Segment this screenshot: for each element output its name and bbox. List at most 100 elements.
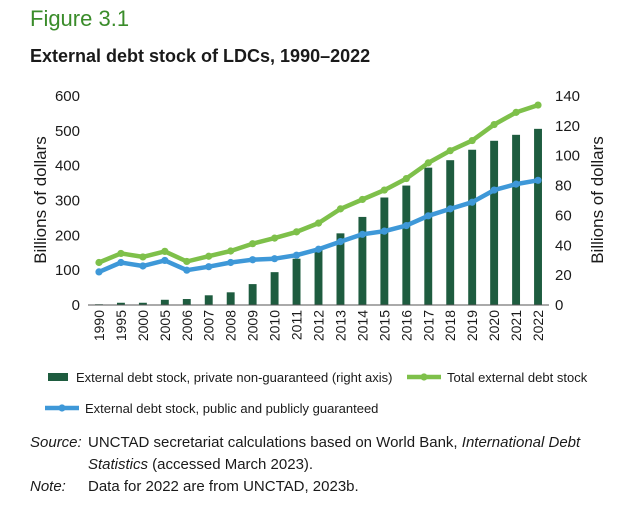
x-tick-label: 2021 [508, 310, 524, 341]
point-public-2012 [314, 245, 323, 253]
x-tick-label: 2013 [332, 310, 348, 341]
left-tick-label: 400 [55, 158, 80, 175]
bar-private-2013 [336, 233, 345, 305]
bar-private-2012 [314, 249, 323, 305]
point-total-2013 [336, 205, 345, 213]
right-tick-label: 0 [555, 297, 563, 314]
point-total-2000 [139, 253, 147, 261]
bar-private-2020 [490, 140, 499, 305]
figure-label: Figure 3.1 [30, 6, 130, 31]
bar-private-2008 [226, 292, 235, 305]
x-tick-label: 2016 [398, 310, 414, 341]
x-tick-label: 2006 [179, 310, 195, 341]
right-tick-label: 140 [555, 88, 580, 105]
bar-private-2010 [270, 272, 279, 305]
point-public-2010 [270, 255, 279, 263]
point-public-2005 [161, 256, 169, 265]
x-tick-label: 2011 [289, 310, 305, 340]
point-total-2017 [424, 159, 432, 167]
note-row: Note: Data for 2022 are from UNCTAD, 202… [30, 476, 608, 498]
bar-private-2017 [424, 167, 433, 305]
point-total-2007 [205, 252, 213, 260]
point-total-2018 [446, 147, 454, 155]
point-total-2016 [402, 174, 410, 183]
point-total-2006 [183, 257, 191, 266]
right-tick-label: 60 [555, 207, 572, 224]
point-total-2022 [534, 101, 542, 109]
legend-marker-public [58, 404, 66, 412]
point-public-2006 [183, 266, 191, 274]
point-total-1995 [117, 249, 125, 258]
note-key: Note: [30, 478, 66, 495]
x-tick-label: 2000 [135, 310, 151, 341]
bar-private-2011 [292, 258, 301, 305]
bar-private-1995 [116, 302, 125, 305]
bar-group [95, 128, 542, 305]
x-tick-label: 1995 [113, 310, 129, 341]
left-tick-label: 500 [55, 123, 80, 140]
point-total-2020 [490, 120, 498, 129]
note-text: Data for 2022 are from UNCTAD, 2023b. [88, 478, 359, 495]
x-tick-label: 2012 [311, 310, 327, 341]
right-tick-label: 100 [555, 148, 580, 165]
legend-swatch-private [48, 373, 68, 381]
left-tick-label: 300 [55, 193, 80, 210]
point-total-2010 [270, 234, 279, 242]
x-tick-label: 2009 [245, 310, 261, 341]
bar-private-2018 [446, 160, 455, 305]
point-public-2013 [336, 238, 345, 246]
point-total-2019 [468, 136, 476, 145]
right-axis-title: Billions of dollars [588, 136, 607, 264]
point-public-2007 [205, 263, 213, 271]
point-public-2019 [468, 198, 476, 206]
point-total-2011 [292, 228, 301, 236]
x-tick-label: 2018 [442, 310, 458, 341]
bar-private-2015 [380, 197, 389, 305]
legend-label-public: External debt stock, public and publicly… [85, 401, 378, 416]
point-public-1995 [117, 258, 125, 267]
source-text-2: (accessed March 2023). [148, 456, 314, 473]
left-tick-label: 600 [55, 88, 80, 105]
legend: External debt stock, private non-guarant… [45, 370, 588, 416]
bar-private-2016 [402, 185, 411, 305]
point-total-2015 [380, 186, 388, 194]
point-public-2000 [139, 262, 147, 270]
point-public-2011 [292, 251, 301, 259]
x-tick-label: 2015 [376, 310, 392, 341]
legend-label-total: Total external debt stock [447, 370, 588, 385]
point-public-2018 [446, 205, 454, 213]
chart: 0 100 200 300 400 500 600 0 20 40 60 80 100 120 140 Bil… [31, 88, 607, 416]
right-tick-label: 40 [555, 237, 572, 254]
source-text-1: UNCTAD secretariat calculations based on… [88, 434, 462, 451]
legend-marker-total [420, 373, 428, 381]
point-public-2016 [402, 221, 410, 230]
x-tick-label: 2007 [201, 310, 217, 341]
x-tick-label: 2017 [420, 310, 436, 341]
x-tick-label: 2005 [157, 310, 173, 341]
point-public-2021 [512, 180, 520, 188]
x-tick-label: 2014 [354, 310, 370, 341]
point-public-2008 [227, 258, 235, 267]
x-tick-label: 2022 [530, 310, 546, 341]
point-public-2009 [249, 256, 257, 264]
point-total-2005 [161, 247, 169, 255]
bar-private-2007 [204, 295, 213, 305]
left-axis-title: Billions of dollars [31, 136, 50, 264]
bar-private-2000 [138, 302, 147, 305]
bar-private-2009 [248, 284, 257, 305]
chart-title: External debt stock of LDCs, 1990–2022 [30, 46, 371, 66]
left-tick-label: 200 [55, 227, 80, 244]
source-text: UNCTAD secretariat calculations based on… [88, 432, 608, 476]
point-total-2009 [249, 240, 257, 248]
bar-private-2021 [512, 134, 521, 305]
bar-private-2005 [160, 299, 169, 305]
x-tick-label: 2020 [486, 310, 502, 341]
x-tick-label: 2008 [223, 310, 239, 341]
point-total-2012 [314, 219, 323, 227]
source-key: Source: [30, 434, 82, 451]
line-group [95, 101, 542, 276]
bar-private-2014 [358, 216, 367, 305]
point-public-2014 [358, 230, 367, 238]
source-row: Source: UNCTAD secretariat calculations … [30, 432, 608, 476]
left-tick-label: 100 [55, 262, 80, 279]
